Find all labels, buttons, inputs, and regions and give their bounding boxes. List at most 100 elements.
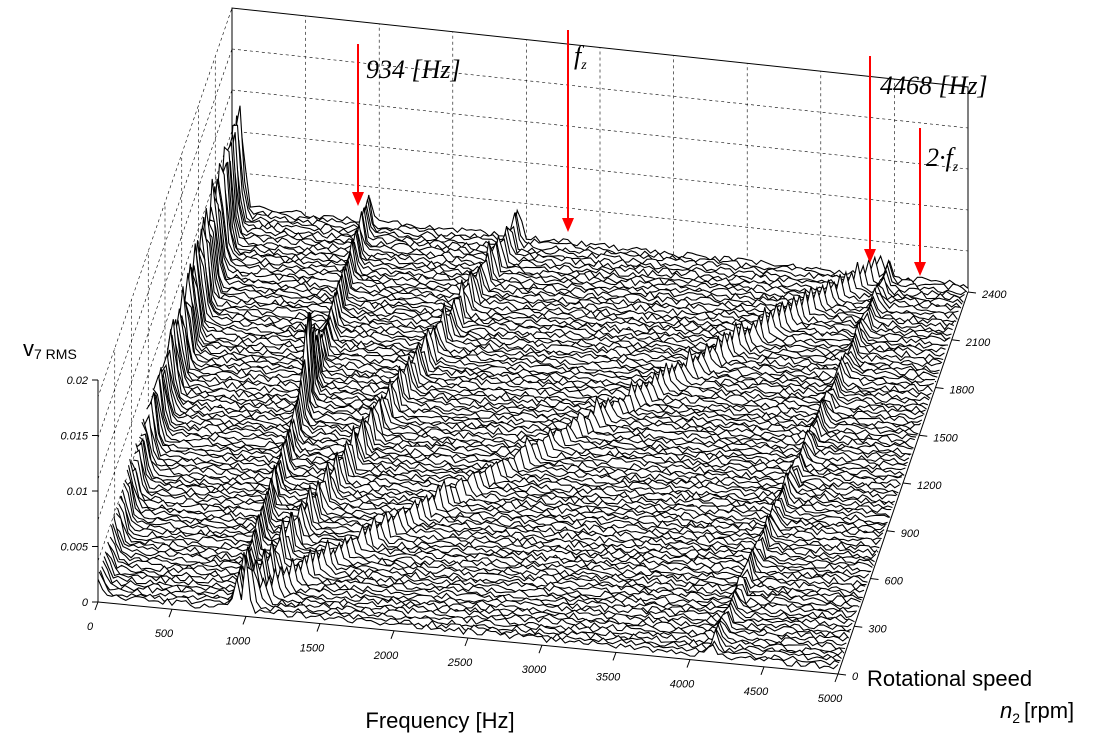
surface-row-fill bbox=[151, 395, 891, 522]
y-tick-mark bbox=[902, 482, 912, 485]
surface-row-fill bbox=[116, 513, 856, 622]
surface-row-line bbox=[106, 550, 847, 646]
y-tick-mark bbox=[854, 625, 863, 628]
x-tick-label: 4000 bbox=[670, 679, 695, 691]
surface-row-fill bbox=[147, 412, 887, 532]
x-tick-mark bbox=[686, 659, 691, 668]
surface-row-fill bbox=[195, 247, 933, 397]
surface-row-line bbox=[102, 559, 844, 656]
y-tick-label: 600 bbox=[885, 576, 904, 588]
surface-row-fill bbox=[133, 460, 873, 574]
surface-row-line bbox=[192, 240, 931, 399]
annotation-label: fz bbox=[574, 41, 587, 73]
surface-row-line bbox=[99, 567, 841, 662]
z-axis-label: v7 RMS bbox=[23, 336, 77, 362]
surface-row-line bbox=[209, 186, 947, 349]
surface-row-line bbox=[141, 421, 881, 546]
surface-row-line bbox=[207, 178, 945, 357]
annotation-label-sub: z bbox=[952, 160, 959, 175]
y-tick-label: 1500 bbox=[933, 432, 958, 444]
x-tick-mark bbox=[94, 601, 99, 611]
annotation-arrowhead bbox=[864, 249, 876, 263]
z-tick-label: 0.02 bbox=[67, 375, 88, 387]
x-tick-label: 3500 bbox=[596, 671, 621, 683]
surface-row-fill bbox=[145, 426, 885, 539]
y-tick-label: 1800 bbox=[950, 385, 975, 397]
surface-row-fill bbox=[113, 516, 854, 629]
x-tick-label: 2500 bbox=[447, 657, 473, 669]
surface-row-fill bbox=[182, 302, 920, 435]
annotation-label-main: f bbox=[574, 41, 585, 70]
annotation-label: 4468 [Hz] bbox=[880, 71, 988, 100]
x-tick-label: 4500 bbox=[744, 686, 769, 698]
y-tick-mark bbox=[967, 291, 977, 294]
surface-row-line bbox=[130, 467, 871, 576]
surface-row-line bbox=[103, 556, 845, 654]
annotation-arrowhead bbox=[352, 192, 364, 206]
surface-row-fill bbox=[206, 206, 944, 365]
y-tick-label: 900 bbox=[901, 528, 920, 540]
surface-row-fill bbox=[102, 559, 843, 661]
x-tick-mark bbox=[538, 645, 543, 654]
x-tick-mark bbox=[464, 637, 469, 647]
surface-row-fill bbox=[193, 240, 931, 404]
surface-row-line bbox=[200, 207, 939, 375]
y-axis-label-line2: n2 [rpm] bbox=[1000, 698, 1074, 726]
surface-row-line bbox=[211, 178, 950, 342]
x-tick-mark bbox=[834, 673, 839, 683]
surface-row-line bbox=[163, 362, 902, 481]
surface-row-fill bbox=[204, 222, 941, 372]
y-tick-label: 2400 bbox=[981, 289, 1007, 301]
x-tick-label: 5000 bbox=[818, 693, 843, 705]
z-tick-label: 0 bbox=[82, 597, 89, 609]
surface-row-fill bbox=[101, 566, 842, 664]
surface-row-line bbox=[164, 349, 904, 478]
surface-row-line bbox=[104, 551, 846, 650]
surface-row-line bbox=[196, 228, 934, 387]
surface-row-line bbox=[166, 324, 906, 472]
surface-row-fill bbox=[177, 315, 915, 449]
surface-row-fill bbox=[179, 296, 918, 442]
annotation-label-main: 4468 [Hz] bbox=[880, 71, 988, 100]
y-tick-mark bbox=[919, 434, 928, 437]
z-tick-label: 0.005 bbox=[60, 542, 88, 554]
surface-row-fill bbox=[106, 550, 847, 650]
surface-row-fill bbox=[141, 422, 881, 549]
x-tick-mark bbox=[612, 652, 617, 661]
surface-row-line bbox=[134, 449, 874, 567]
surface-row-line bbox=[202, 229, 940, 372]
surface-row-fill bbox=[132, 463, 872, 577]
y-axis-label-unit: [rpm] bbox=[1024, 698, 1074, 723]
surface-row-line bbox=[229, 123, 966, 296]
surface-row-line bbox=[148, 392, 888, 525]
surface-row-line bbox=[220, 160, 958, 320]
surface-row-line bbox=[151, 394, 891, 518]
surface-row-line bbox=[165, 328, 905, 476]
y-tick-mark bbox=[837, 673, 847, 676]
x-axis-label: Frequency [Hz] bbox=[365, 708, 514, 733]
surface-row-fill bbox=[130, 468, 870, 581]
surface-row-line bbox=[146, 400, 886, 531]
y-tick-label: 300 bbox=[868, 623, 887, 635]
surface-row-fill bbox=[105, 551, 846, 654]
surface-row-line bbox=[176, 315, 915, 444]
surface-row-line bbox=[153, 374, 893, 509]
y-tick-mark bbox=[951, 339, 960, 342]
surface-row-line bbox=[198, 217, 937, 383]
x-tick-mark bbox=[242, 616, 247, 625]
x-tick-mark bbox=[390, 630, 395, 639]
surface-row-line bbox=[154, 378, 894, 506]
surface-row-fill bbox=[155, 380, 894, 511]
surface-row-line bbox=[205, 206, 944, 361]
annotation-arrowhead bbox=[562, 218, 574, 232]
surface-row-line bbox=[170, 311, 910, 462]
y-tick-label: 0 bbox=[852, 671, 859, 683]
x-tick-mark bbox=[316, 623, 321, 632]
y-axis-label-var: n bbox=[1000, 698, 1012, 723]
z-tick-label: 0.015 bbox=[60, 431, 88, 443]
surface-row-line bbox=[155, 366, 895, 504]
surface-row-fill bbox=[107, 542, 848, 647]
y-tick-label: 2100 bbox=[965, 337, 991, 349]
surface-row-line bbox=[221, 141, 959, 315]
